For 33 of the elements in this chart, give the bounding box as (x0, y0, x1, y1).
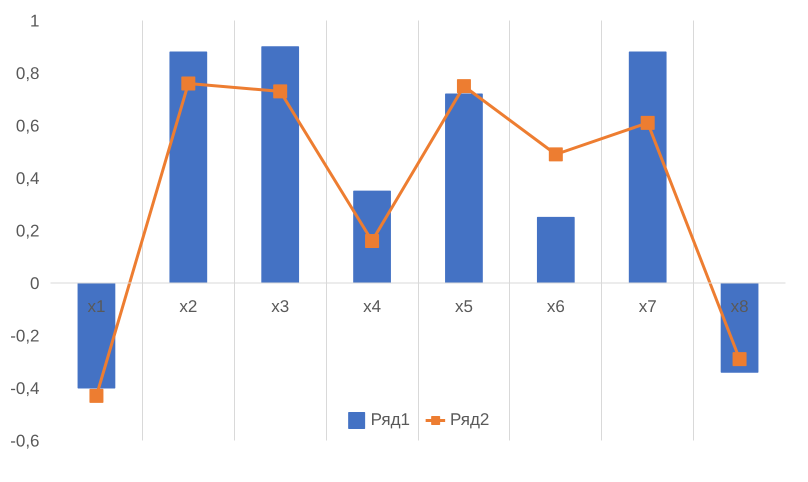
y-tick-label: -0,4 (10, 379, 40, 398)
x-tick-label: x3 (271, 297, 290, 316)
bar (536, 216, 575, 284)
point (548, 147, 563, 162)
x-tick-label: x2 (179, 297, 198, 316)
legend-label: Ряд1 (370, 410, 410, 430)
point (89, 388, 104, 403)
legend-label: Ряд2 (450, 410, 490, 430)
point (640, 116, 655, 130)
bar (261, 46, 300, 284)
point (365, 234, 380, 248)
y-tick-label: -0,6 (10, 432, 40, 450)
y-tick-label: -0,2 (10, 326, 40, 346)
y-tick-label: 0,8 (16, 64, 40, 83)
y-tick-label: 1 (30, 12, 40, 30)
bar (78, 282, 116, 388)
bar (169, 52, 208, 284)
x-tick-label: x4 (363, 297, 382, 316)
point (273, 84, 288, 98)
point (732, 352, 747, 366)
x-tick-label: x1 (87, 297, 106, 316)
point (181, 76, 196, 90)
x-tick-label: x7 (638, 297, 657, 316)
x-tick-label: x6 (546, 297, 565, 316)
bar (628, 52, 667, 284)
x-tick-label: x8 (730, 297, 749, 316)
point (456, 79, 471, 94)
y-tick-label: 0 (30, 274, 40, 293)
y-tick-label: 0,4 (16, 169, 40, 188)
bar (445, 94, 483, 284)
y-tick-label: 0,2 (16, 222, 40, 240)
x-tick-label: x5 (454, 297, 473, 316)
y-tick-label: 0,6 (16, 116, 40, 136)
